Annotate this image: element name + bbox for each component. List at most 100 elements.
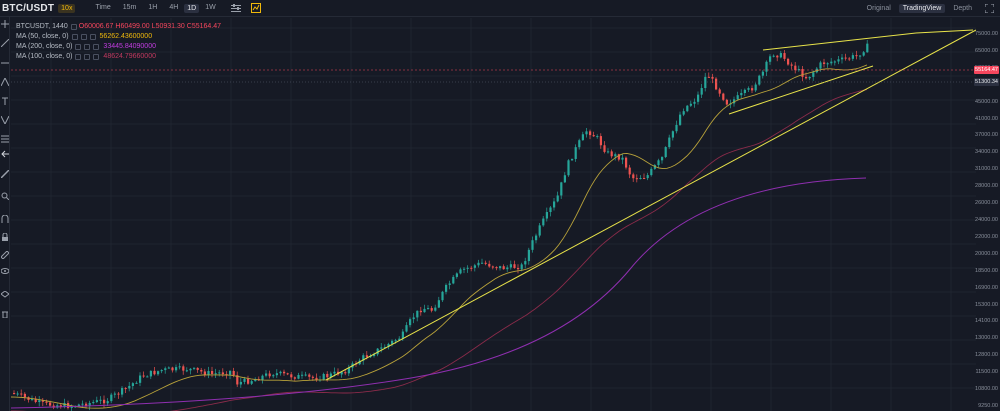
candle-body xyxy=(643,177,646,179)
ma200-settings-icon[interactable] xyxy=(84,44,91,50)
price-axis[interactable]: 75000.0065000.0058000.0051000.0045000.00… xyxy=(974,18,1000,411)
candle-body xyxy=(286,373,289,375)
candle-body xyxy=(167,367,170,369)
price-chart[interactable] xyxy=(11,18,976,411)
candle-body xyxy=(848,58,851,60)
candle-body xyxy=(790,64,793,66)
view-original[interactable]: Original xyxy=(866,5,891,12)
candle-body xyxy=(362,355,365,361)
chart-settings-icon[interactable] xyxy=(230,3,242,13)
candle-body xyxy=(535,235,538,241)
back-arrow-icon[interactable] xyxy=(1,150,9,158)
ma50-eye-icon[interactable] xyxy=(71,34,78,40)
trendline-tool-icon[interactable] xyxy=(0,38,10,48)
interval-1w[interactable]: 1W xyxy=(205,3,216,11)
candle-body xyxy=(218,372,221,374)
interval-time[interactable]: Time xyxy=(95,3,111,11)
candle-body xyxy=(470,267,473,269)
candle-body xyxy=(304,374,307,376)
price-tick: 14100.00 xyxy=(975,318,998,325)
lock-drawings-icon[interactable] xyxy=(1,232,9,241)
ma100-settings-icon[interactable] xyxy=(84,54,91,60)
ma50-value: 56262.43600000 xyxy=(99,33,153,40)
symbol-label[interactable]: BTC/USDT xyxy=(2,2,55,14)
candle-body xyxy=(556,195,559,202)
candle-body xyxy=(477,262,480,266)
legend-settings-icon[interactable] xyxy=(70,24,77,30)
magnet-icon[interactable] xyxy=(1,214,9,223)
candle-body xyxy=(430,308,433,311)
ma100-eye-icon[interactable] xyxy=(75,54,82,60)
view-depth[interactable]: Depth xyxy=(953,5,972,12)
candle-body xyxy=(506,267,509,270)
candle-body xyxy=(837,59,840,62)
crosshair-icon[interactable] xyxy=(1,20,9,28)
layers-icon[interactable] xyxy=(0,290,10,299)
candle-body xyxy=(797,69,800,71)
candle-body xyxy=(671,131,674,138)
candle-body xyxy=(221,372,224,375)
interval-15m[interactable]: 15m xyxy=(122,3,137,11)
candle-body xyxy=(801,69,804,77)
candle-body xyxy=(124,388,127,390)
eye-icon[interactable] xyxy=(0,267,10,275)
candle-body xyxy=(23,393,26,398)
candle-body xyxy=(131,383,134,386)
ma100-close-icon[interactable] xyxy=(93,54,100,60)
candle-body xyxy=(484,262,487,264)
candle-body xyxy=(301,374,304,376)
zoom-icon[interactable] xyxy=(1,192,10,201)
ruler-icon[interactable] xyxy=(0,250,10,260)
candle-body xyxy=(599,136,602,146)
candle-body xyxy=(783,53,786,59)
ma50-close-icon[interactable] xyxy=(89,34,96,40)
candle-body xyxy=(700,88,703,95)
candle-body xyxy=(128,385,131,389)
interval-1d[interactable]: 1D xyxy=(184,3,200,13)
candle-body xyxy=(290,374,293,378)
candle-body xyxy=(333,371,336,374)
interval-1h[interactable]: 1H xyxy=(148,3,158,11)
text-tool-icon[interactable] xyxy=(1,97,9,105)
brush-tool-icon[interactable] xyxy=(0,169,10,179)
candle-body xyxy=(459,269,462,274)
candle-body xyxy=(715,78,718,90)
trash-icon[interactable] xyxy=(1,310,9,319)
candle-body xyxy=(639,177,642,179)
candle-body xyxy=(747,88,750,90)
legend-open: O60006.67 xyxy=(78,23,114,30)
candle-body xyxy=(682,111,685,115)
candle-body xyxy=(41,400,44,402)
candle-body xyxy=(88,402,91,407)
candle-body xyxy=(488,263,491,267)
pattern-tool-icon[interactable] xyxy=(0,115,10,126)
interval-4h[interactable]: 4H xyxy=(169,3,179,11)
fullscreen-icon[interactable] xyxy=(984,3,995,14)
candle-body xyxy=(765,61,768,72)
candle-body xyxy=(520,264,523,270)
ma50-settings-icon[interactable] xyxy=(80,34,87,40)
candle-body xyxy=(322,373,325,380)
candle-body xyxy=(77,404,80,407)
price-tick: 28000.00 xyxy=(975,183,998,190)
candlestick-chart[interactable] xyxy=(11,18,976,411)
ma200-close-icon[interactable] xyxy=(93,44,100,50)
candle-body xyxy=(740,93,743,96)
candle-body xyxy=(610,151,613,157)
candle-body xyxy=(405,325,408,332)
candle-body xyxy=(711,76,714,79)
view-tradingview[interactable]: TradingView xyxy=(898,4,946,13)
prediction-tool-icon[interactable] xyxy=(1,135,9,143)
candle-body xyxy=(182,366,185,371)
candle-body xyxy=(808,76,811,79)
price-tick: 15300.00 xyxy=(975,301,998,308)
price-tick: 12800.00 xyxy=(975,352,998,359)
leverage-badge[interactable]: 10x xyxy=(58,3,76,13)
candle-body xyxy=(531,240,534,250)
price-tick: 10800.00 xyxy=(975,386,998,393)
pitchfork-icon[interactable] xyxy=(0,76,10,87)
candle-body xyxy=(203,371,206,375)
horizontal-line-icon[interactable] xyxy=(1,59,9,67)
ma200-eye-icon[interactable] xyxy=(75,44,82,50)
indicators-icon[interactable] xyxy=(250,3,262,13)
